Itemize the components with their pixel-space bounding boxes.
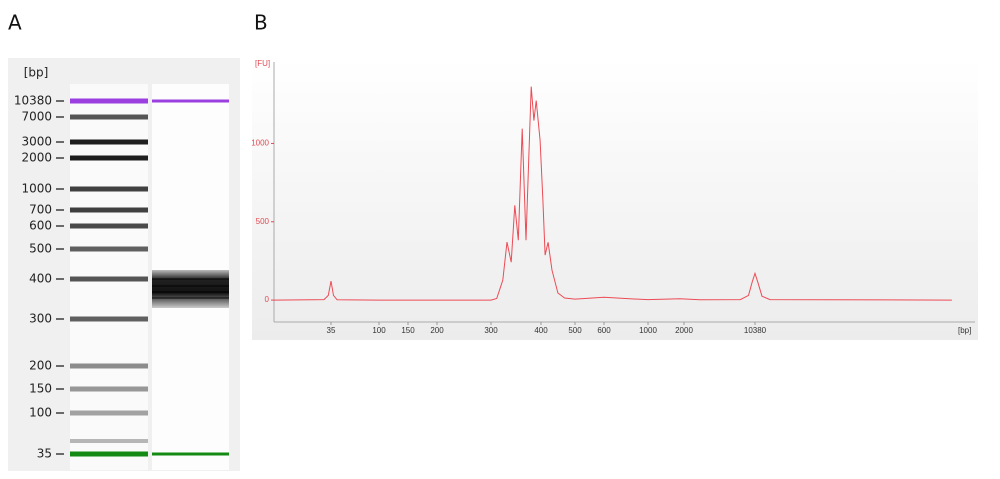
ladder-band (70, 98, 148, 104)
smear-stripes (152, 278, 229, 299)
x-tick-label: 1000 (639, 326, 657, 335)
panel-label: B (254, 11, 268, 35)
x-tick-label: 100 (372, 326, 386, 335)
y-tick-label: 150 (29, 382, 52, 396)
y-tick-label: 200 (29, 359, 52, 373)
y-tick-label: 600 (29, 219, 52, 233)
ladder-band (70, 223, 148, 229)
x-axis-label: [bp] (958, 326, 971, 335)
x-tick-label: 400 (534, 326, 548, 335)
y-tick-label: 1000 (251, 139, 269, 148)
ladder-band (70, 276, 148, 282)
ladder-band (70, 386, 148, 392)
ladder-band (70, 410, 148, 416)
y-tick-label: 0 (265, 295, 270, 304)
y-tick-label: 500 (256, 217, 270, 226)
ladder-band (70, 363, 148, 369)
ladder-band (70, 114, 148, 120)
plot-background (252, 58, 978, 340)
ladder-band (70, 451, 148, 457)
panel-label: A (8, 11, 22, 35)
y-tick-label: 1000 (21, 182, 52, 196)
sample-smear (152, 270, 229, 308)
gel-unit: [bp] (24, 66, 49, 80)
ladder-band (70, 139, 148, 145)
y-tick-label: 3000 (21, 135, 52, 149)
x-tick-label: 35 (327, 326, 336, 335)
sample-marker-band (152, 99, 229, 103)
x-tick-label: 200 (430, 326, 444, 335)
trace (273, 86, 952, 301)
x-tick-label: 2000 (675, 326, 693, 335)
y-axis-label: [FU] (255, 59, 270, 68)
y-tick-label: 700 (29, 203, 52, 217)
y-tick-label: 500 (29, 242, 52, 256)
ladder-band (70, 316, 148, 322)
x-tick-label: 300 (484, 326, 498, 335)
x-tick-label: 600 (597, 326, 611, 335)
ladder-band (70, 246, 148, 252)
extra-band (70, 439, 148, 443)
ladder-band (70, 155, 148, 161)
x-tick-label: 500 (568, 326, 582, 335)
y-tick-label: 35 (37, 447, 52, 461)
ladder-band (70, 207, 148, 213)
y-tick-label: 2000 (21, 151, 52, 165)
x-tick-label: 150 (401, 326, 415, 335)
x-tick-label: 10380 (744, 326, 767, 335)
y-tick-label: 10380 (14, 94, 52, 108)
y-tick-label: 300 (29, 312, 52, 326)
y-tick-label: 400 (29, 272, 52, 286)
ladder-band (70, 186, 148, 192)
y-tick-label: 100 (29, 406, 52, 420)
sample-marker-band (152, 452, 229, 456)
y-tick-label: 7000 (21, 110, 52, 124)
